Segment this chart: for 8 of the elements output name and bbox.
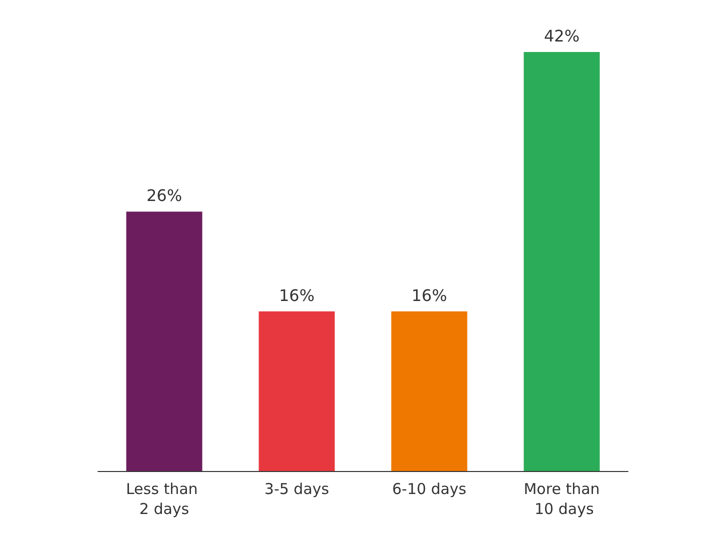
x-tick-label: 6-10 days: [392, 480, 467, 498]
x-tick-label: Less than 2 days: [126, 480, 203, 518]
x-tick-label: 3-5 days: [264, 480, 330, 498]
data-label: 16%: [411, 286, 448, 305]
x-tick-label: More than 10 days: [524, 480, 600, 518]
data-label: 16%: [278, 286, 315, 305]
data-label: 26%: [146, 186, 182, 206]
data-label: 42%: [544, 26, 580, 46]
